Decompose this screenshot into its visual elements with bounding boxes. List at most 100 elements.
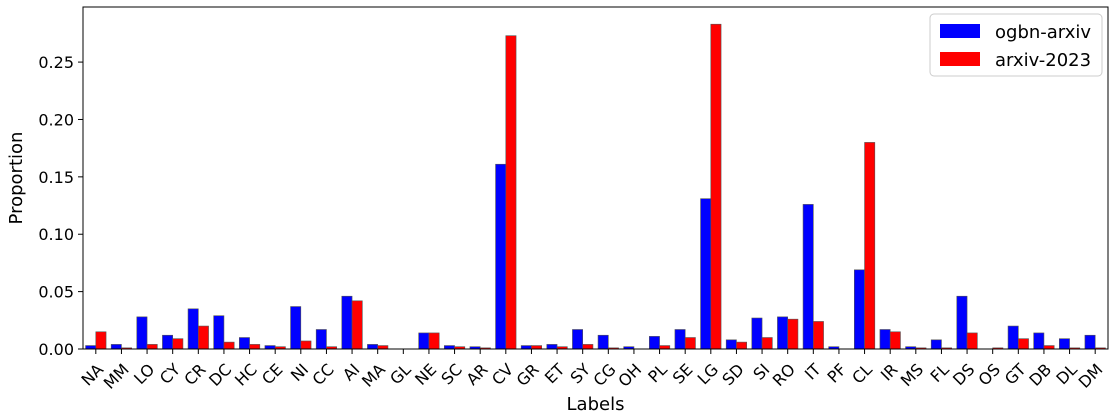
x-tick-label-SE: SE <box>669 360 697 388</box>
bar-ogbn-arxiv-GR <box>520 345 532 350</box>
bar-ogbn-arxiv-SY <box>572 329 583 350</box>
bar-arxiv-2023-AI <box>351 300 363 350</box>
x-tick-label-AR: AR <box>462 360 491 389</box>
bar-arxiv-2023-NI <box>300 340 312 350</box>
bar-arxiv-2023-NE <box>428 332 440 350</box>
bar-arxiv-2023-PL <box>659 345 671 350</box>
bar-ogbn-arxiv-PL <box>649 336 660 350</box>
x-tick-label-HC: HC <box>231 360 261 390</box>
bar-arxiv-2023-GT <box>1018 338 1029 350</box>
x-tick-label-CL: CL <box>848 360 876 388</box>
x-tick-label-GR: GR <box>513 360 543 390</box>
bar-ogbn-arxiv-LG <box>700 198 712 350</box>
bar-arxiv-2023-LG <box>710 23 722 350</box>
bar-ogbn-arxiv-MA <box>367 344 378 350</box>
y-axis-title: Proportion <box>6 132 27 225</box>
bar-ogbn-arxiv-GT <box>1007 325 1019 350</box>
x-tick-label-ET: ET <box>541 360 569 388</box>
bar-arxiv-2023-DS <box>966 332 978 350</box>
x-tick-label-SD: SD <box>718 360 747 389</box>
bar-ogbn-arxiv-CV <box>495 163 507 350</box>
x-tick-label-CY: CY <box>156 360 184 388</box>
x-tick-label-OS: OS <box>974 360 1004 390</box>
bar-ogbn-arxiv-FL <box>930 339 942 350</box>
x-tick-label-PL: PL <box>644 360 671 387</box>
plot-frame <box>82 6 1109 350</box>
x-tick-label-CV: CV <box>488 360 517 389</box>
bar-arxiv-2023-LO <box>146 344 158 350</box>
x-tick-label-NI: NI <box>287 360 312 385</box>
bar-ogbn-arxiv-LO <box>136 316 148 350</box>
x-tick-label-MA: MA <box>358 360 389 391</box>
bars-layer <box>85 23 1106 350</box>
x-tick-label-SI: SI <box>749 360 773 384</box>
x-tick-label-CG: CG <box>590 360 620 390</box>
bar-arxiv-2023-SE <box>684 337 696 350</box>
bar-arxiv-2023-CV <box>505 35 517 350</box>
x-tick-label-CC: CC <box>309 360 338 389</box>
x-tick-label-GT: GT <box>1001 360 1030 389</box>
x-tick-label-SY: SY <box>566 360 594 388</box>
bar-ogbn-arxiv-IT <box>802 204 814 350</box>
bar-ogbn-arxiv-DB <box>1033 332 1045 350</box>
x-tick-label-MM: MM <box>100 360 133 393</box>
x-tick-label-PF: PF <box>823 360 850 387</box>
bar-ogbn-arxiv-CG <box>597 334 609 350</box>
x-tick-label-AI: AI <box>339 360 364 385</box>
legend: ogbn-arxiv arxiv-2023 <box>929 13 1103 77</box>
x-tick-label-LO: LO <box>130 360 158 388</box>
legend-label-ogbn-arxiv: ogbn-arxiv <box>995 22 1091 43</box>
legend-swatch-ogbn-arxiv <box>940 24 980 38</box>
bar-arxiv-2023-IR <box>889 331 901 350</box>
bar-ogbn-arxiv-RO <box>777 316 788 350</box>
x-tick-label-CE: CE <box>258 360 286 388</box>
x-tick-label-LG: LG <box>694 360 723 389</box>
bar-arxiv-2023-MA <box>377 345 389 350</box>
x-tick-label-NA: NA <box>77 360 107 390</box>
bar-ogbn-arxiv-CC <box>315 329 327 350</box>
x-tick-label-DB: DB <box>1025 360 1055 390</box>
bar-arxiv-2023-DC <box>223 341 235 350</box>
bar-ogbn-arxiv-HC <box>239 337 250 350</box>
bar-arxiv-2023-DB <box>1043 345 1055 350</box>
x-tick-label-SC: SC <box>437 360 466 389</box>
y-tick-label: 0.10 <box>38 225 74 244</box>
bar-ogbn-arxiv-SI <box>751 317 763 350</box>
bar-ogbn-arxiv-SD <box>725 339 737 350</box>
bar-arxiv-2023-CR <box>198 325 209 350</box>
bar-arxiv-2023-SD <box>736 341 747 350</box>
legend-swatch-arxiv-2023 <box>940 52 980 66</box>
bar-arxiv-2023-RO <box>787 318 799 350</box>
bar-ogbn-arxiv-CL <box>854 269 865 350</box>
y-tick-label: 0.00 <box>38 340 74 359</box>
bar-ogbn-arxiv-DM <box>1084 334 1096 350</box>
x-axis-title: Labels <box>567 394 625 415</box>
bar-ogbn-arxiv-NE <box>418 332 430 350</box>
y-tick-label: 0.20 <box>38 110 74 129</box>
bar-ogbn-arxiv-SC <box>444 345 455 350</box>
x-tick-label-RO: RO <box>769 360 799 390</box>
bar-ogbn-arxiv-NA <box>85 345 97 350</box>
y-tick-label: 0.05 <box>38 283 74 302</box>
x-tick-label-DS: DS <box>949 360 978 389</box>
y-tick-label: 0.15 <box>38 168 74 187</box>
x-tick-label-OH: OH <box>614 360 645 391</box>
x-tick-label-CR: CR <box>180 360 209 389</box>
bar-arxiv-2023-IT <box>813 321 824 350</box>
x-tick-label-FL: FL <box>927 360 953 386</box>
bar-ogbn-arxiv-AI <box>341 295 353 350</box>
bar-ogbn-arxiv-DS <box>956 295 968 350</box>
bar-ogbn-arxiv-CY <box>162 334 173 350</box>
x-tick-label-NE: NE <box>411 360 440 389</box>
x-tick-label-IR: IR <box>877 360 902 385</box>
bar-arxiv-2023-CY <box>172 338 184 350</box>
x-tick-label-DL: DL <box>1052 360 1081 389</box>
bar-arxiv-2023-HC <box>249 344 261 350</box>
bar-ogbn-arxiv-MM <box>110 344 122 350</box>
bar-arxiv-2023-GR <box>531 345 542 350</box>
bar-ogbn-arxiv-ET <box>546 344 558 350</box>
bar-ogbn-arxiv-IR <box>879 329 891 350</box>
bar-arxiv-2023-NA <box>95 331 107 350</box>
